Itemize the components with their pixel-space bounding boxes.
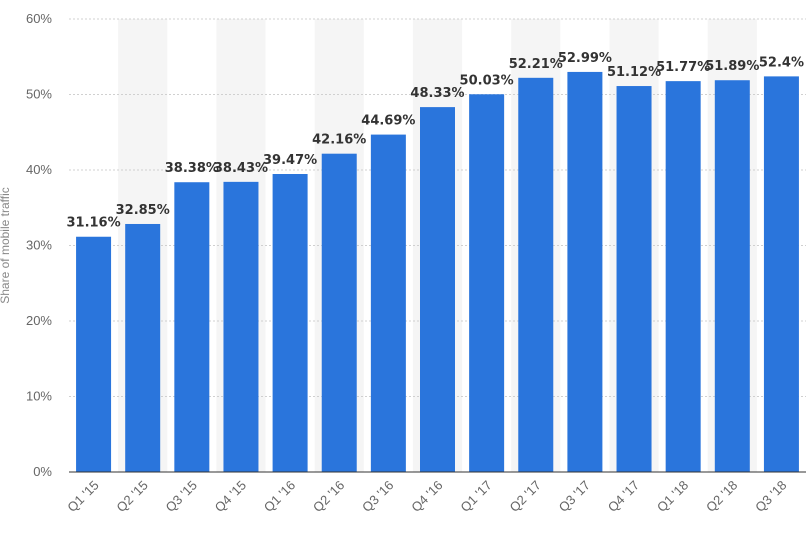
bar (567, 71, 603, 472)
y-tick-label: 10% (26, 389, 52, 404)
data-label: 50.03% (460, 73, 514, 88)
data-label: 48.33% (410, 86, 464, 101)
data-label: 52.21% (509, 57, 563, 72)
data-label: 44.69% (361, 114, 415, 129)
x-tick-label: Q2 '16 (310, 478, 347, 515)
bar (469, 94, 505, 472)
bar (714, 80, 750, 472)
data-label: 51.89% (705, 59, 759, 74)
data-label: 52.99% (558, 51, 612, 66)
data-label: 39.47% (263, 153, 317, 168)
x-tick-label: Q4 '15 (212, 478, 249, 515)
x-tick-label: Q2 '15 (113, 478, 150, 515)
data-label: 32.85% (116, 203, 170, 218)
x-tick-label: Q3 '17 (556, 478, 593, 515)
bar (665, 81, 701, 472)
bar (370, 134, 406, 472)
bar (76, 236, 112, 472)
bar (321, 153, 357, 472)
bar (174, 182, 210, 472)
y-tick-label: 30% (26, 238, 52, 253)
bar (518, 77, 554, 472)
y-tick-label: 0% (33, 464, 52, 479)
x-tick-label: Q1 '16 (261, 478, 298, 515)
y-tick-label: 50% (26, 87, 52, 102)
data-label: 38.43% (214, 161, 268, 176)
x-tick-label: Q3 '16 (359, 478, 396, 515)
bar (420, 107, 455, 473)
x-tick-label: Q4 '17 (605, 478, 642, 515)
bar (125, 223, 161, 472)
y-tick-label: 20% (26, 313, 52, 328)
bar (272, 174, 308, 472)
x-tick-label: Q2 '18 (703, 478, 740, 515)
x-tick-label: Q4 '16 (408, 478, 445, 515)
data-label: 31.16% (66, 216, 120, 231)
x-tick-label: Q1 '17 (457, 478, 494, 515)
x-tick-label: Q3 '18 (752, 478, 789, 515)
data-label: 51.77% (656, 60, 710, 75)
x-tick-label: Q3 '15 (163, 478, 200, 515)
y-tick-label: 40% (26, 162, 52, 177)
bar (616, 86, 652, 472)
data-labels: 31.16%32.85% 38.38%38.43%39.47% 42.16% 44.6… (66, 51, 803, 231)
data-label: 42.16% (312, 133, 366, 148)
x-axis-ticks: Q1 '15 Q2 '15 Q3 '15 Q4 '15 Q1 '16 Q2 '16 Q3 '… (64, 478, 789, 515)
y-axis-ticks: 0% 10% 20% 30% 40% 50% 60% (26, 11, 52, 479)
data-label: 52.4% (759, 55, 804, 70)
x-tick-label: Q2 '17 (506, 478, 543, 515)
data-label: 51.12% (607, 65, 661, 80)
bar (763, 76, 799, 472)
y-axis-label: Share of mobile traffic (0, 187, 12, 304)
x-tick-label: Q1 '18 (654, 478, 691, 515)
x-tick-label: Q1 '15 (64, 478, 101, 515)
bar (223, 181, 259, 472)
bars (76, 71, 799, 473)
data-label: 38.38% (165, 161, 219, 176)
y-tick-label: 60% (26, 11, 52, 26)
